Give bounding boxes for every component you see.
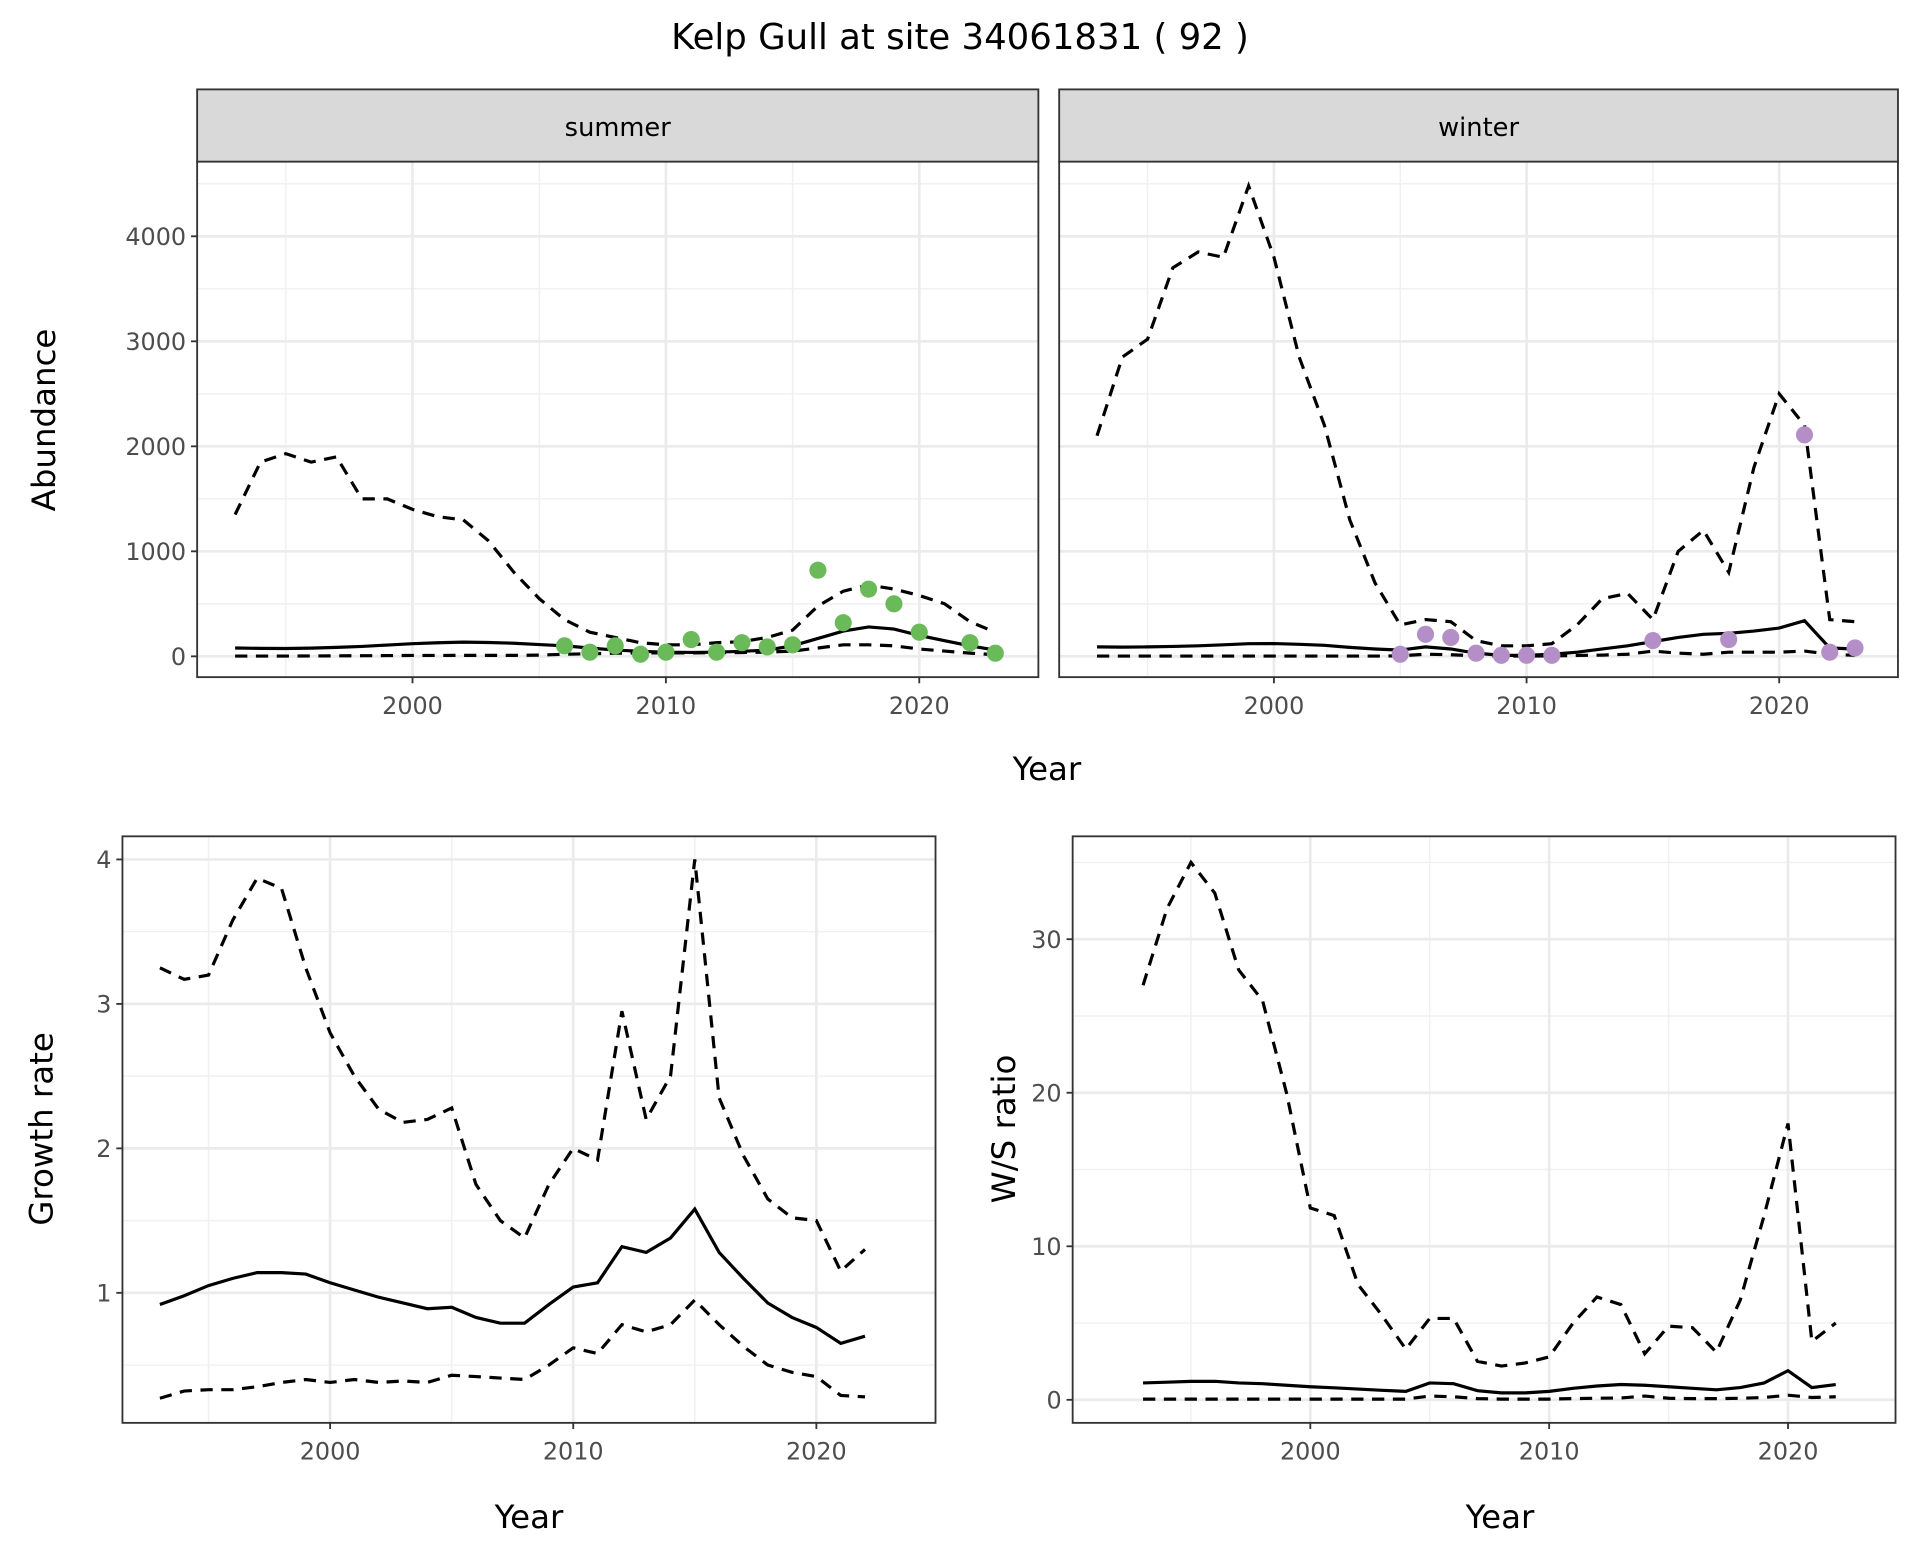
panel-border (121, 835, 937, 1424)
plot-background (1072, 836, 1896, 1423)
y-axis-title: Abundance (25, 329, 63, 512)
x-tick-label: 2000 (1244, 692, 1305, 720)
upper-bound-line (1141, 859, 1837, 1368)
plot-background (197, 161, 1039, 678)
x-tick-label: 2010 (636, 692, 697, 720)
y-tick-label: 3 (96, 990, 111, 1018)
observation-point (708, 643, 726, 661)
observation-point (1492, 646, 1510, 664)
observation-point (1795, 426, 1814, 444)
x-tick-label: 2020 (1758, 1438, 1819, 1466)
y-axis-title: Growth rate (23, 1032, 61, 1226)
y-tick-label: 3000 (125, 328, 186, 356)
y-tick-label: 4 (96, 846, 111, 874)
x-tick-label: 2020 (1749, 692, 1810, 720)
x-tick-label: 2010 (1519, 1438, 1580, 1466)
x-tick-label: 2010 (543, 1438, 604, 1466)
observation-point (581, 643, 599, 661)
y-tick-label: 2 (96, 1135, 111, 1163)
observation-point (986, 644, 1004, 662)
y-axis-title: W/S ratio (985, 1055, 1023, 1204)
x-axis-title: Year (1012, 750, 1082, 788)
observation-point (758, 638, 776, 656)
x-tick-label: 2000 (1280, 1438, 1341, 1466)
panel-growth-rate: 2000 2010 2020 1 2 3 4 (96, 835, 937, 1466)
observation-point (910, 623, 928, 641)
y-tick-label: 0 (171, 643, 186, 671)
observation-point (784, 636, 802, 654)
observation-point (834, 614, 852, 632)
x-tick-label: 2000 (300, 1438, 361, 1466)
observation-point (1821, 643, 1839, 661)
lower-bound-line (159, 1297, 866, 1400)
x-tick-label: 2000 (382, 692, 443, 720)
figure-title: Kelp Gull at site 34061831 ( 92 ) (671, 17, 1249, 58)
y-tick-label: 4000 (125, 223, 186, 251)
y-tick-label: 10 (1031, 1233, 1061, 1261)
plot-background (122, 836, 936, 1423)
median-line (1143, 1368, 1836, 1395)
observation-point (555, 637, 574, 655)
observation-point (631, 645, 650, 663)
median-line (159, 1206, 866, 1346)
observation-point (1518, 646, 1536, 664)
observation-point (657, 643, 675, 661)
panel-ws-ratio: 2000 2010 2020 0 10 20 30 (1031, 835, 1897, 1466)
observation-point (1442, 628, 1460, 647)
x-tick-label: 2020 (786, 1438, 847, 1466)
upper-bound-line (159, 859, 867, 1274)
upper-bound-line (1095, 181, 1856, 648)
facet-label: winter (1438, 113, 1519, 143)
observation-point (860, 580, 878, 598)
panel-summer: 2000 2010 2020 0 1000 2000 3000 4000 summer (125, 88, 1040, 720)
plot-background (1059, 161, 1898, 678)
facet-strip (196, 88, 1040, 163)
observation-point (682, 630, 700, 649)
x-tick-label: 2010 (1496, 692, 1557, 720)
y-tick-label: 1 (96, 1279, 111, 1307)
panel-winter: 2000 2010 2020 winter (1058, 88, 1899, 720)
observation-point (1720, 630, 1738, 649)
x-tick-label: 2020 (889, 692, 950, 720)
observation-point (961, 634, 979, 652)
facet-strip (1058, 88, 1899, 163)
observation-point (1416, 625, 1435, 643)
panel-border (1071, 835, 1897, 1424)
x-axis-title: Year (1465, 1498, 1535, 1536)
y-tick-label: 0 (1046, 1386, 1061, 1414)
observation-point (809, 561, 827, 579)
observation-point (885, 595, 903, 613)
observation-point (1644, 632, 1662, 650)
observation-point (1391, 645, 1409, 663)
x-axis-title: Year (494, 1498, 564, 1536)
y-tick-label: 30 (1031, 926, 1061, 954)
facet-label: summer (565, 113, 672, 143)
y-tick-label: 2000 (125, 433, 186, 461)
lower-bound-line (1143, 1393, 1836, 1401)
y-tick-label: 20 (1031, 1079, 1061, 1107)
observation-point (606, 637, 624, 655)
y-tick-label: 1000 (125, 538, 186, 566)
observation-point (1543, 646, 1561, 664)
observation-point (733, 634, 751, 652)
observation-point (1467, 644, 1485, 662)
observation-point (1846, 639, 1864, 657)
